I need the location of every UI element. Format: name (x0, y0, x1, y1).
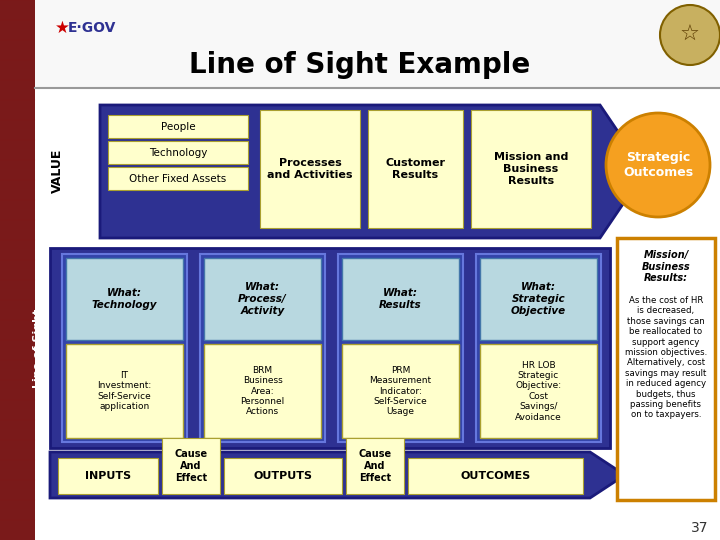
Bar (58, 458, 158, 494)
Text: Mission/
Business
Results:: Mission/ Business Results: (642, 250, 690, 283)
Text: ★: ★ (55, 19, 70, 37)
Bar (108, 141, 248, 164)
Text: 37: 37 (691, 521, 708, 535)
Bar (204, 258, 321, 340)
Bar (408, 458, 583, 494)
Text: VALUE: VALUE (50, 149, 63, 193)
Text: ☆: ☆ (680, 25, 700, 45)
Bar (62, 254, 187, 442)
Bar (50, 248, 610, 448)
Text: Other Fixed Assets: Other Fixed Assets (130, 173, 227, 184)
Bar (476, 254, 601, 442)
Bar (108, 115, 248, 138)
Text: OUTPUTS: OUTPUTS (253, 471, 312, 481)
Text: Line of Sight Example: Line of Sight Example (189, 51, 531, 79)
Bar (200, 254, 325, 442)
Text: What:
Results: What: Results (379, 288, 422, 310)
Bar (342, 344, 459, 438)
Text: Strategic
Outcomes: Strategic Outcomes (623, 151, 693, 179)
Text: Processes
and Activities: Processes and Activities (267, 158, 353, 180)
Text: INPUTS: INPUTS (85, 471, 131, 481)
Text: People: People (161, 122, 195, 132)
Text: E·GOV: E·GOV (68, 21, 117, 35)
Bar (162, 438, 220, 494)
Text: OUTCOMES: OUTCOMES (460, 471, 531, 481)
Bar (108, 167, 248, 190)
Bar (260, 110, 360, 228)
Bar (338, 254, 463, 442)
Polygon shape (100, 105, 645, 238)
Circle shape (606, 113, 710, 217)
Bar (0, 0, 35, 540)
Text: Cause
And
Effect: Cause And Effect (359, 449, 392, 483)
Text: What:
Process/
Activity: What: Process/ Activity (238, 282, 287, 315)
Polygon shape (50, 452, 625, 498)
Bar (224, 458, 342, 494)
Text: Line of Sight: Line of Sight (33, 308, 43, 388)
Text: PRM
Measurement
Indicator:
Self-Service
Usage: PRM Measurement Indicator: Self-Service … (369, 366, 431, 416)
Text: BRM
Business
Area:
Personnel
Actions: BRM Business Area: Personnel Actions (240, 366, 284, 416)
Text: Technology: Technology (149, 147, 207, 158)
Text: IT
Investment:
Self-Service
application: IT Investment: Self-Service application (97, 371, 152, 411)
Bar (35, 0, 720, 88)
Text: What:
Strategic
Objective: What: Strategic Objective (511, 282, 566, 315)
Bar (471, 110, 591, 228)
Bar (204, 344, 321, 438)
Bar (342, 258, 459, 340)
Bar (368, 110, 463, 228)
Bar (66, 344, 183, 438)
Text: Cause
And
Effect: Cause And Effect (174, 449, 207, 483)
Text: As the cost of HR
is decreased,
those savings can
be reallocated to
support agen: As the cost of HR is decreased, those sa… (625, 296, 707, 420)
Bar (480, 344, 597, 438)
Bar (346, 438, 404, 494)
Bar (480, 258, 597, 340)
Bar (617, 238, 715, 500)
Text: Customer
Results: Customer Results (385, 158, 446, 180)
Text: What:
Technology: What: Technology (91, 288, 157, 310)
Bar (66, 258, 183, 340)
Circle shape (660, 5, 720, 65)
Text: Mission and
Business
Results: Mission and Business Results (494, 152, 568, 186)
Text: HR LOB
Strategic
Objective:
Cost
Savings/
Avoidance: HR LOB Strategic Objective: Cost Savings… (515, 361, 562, 422)
